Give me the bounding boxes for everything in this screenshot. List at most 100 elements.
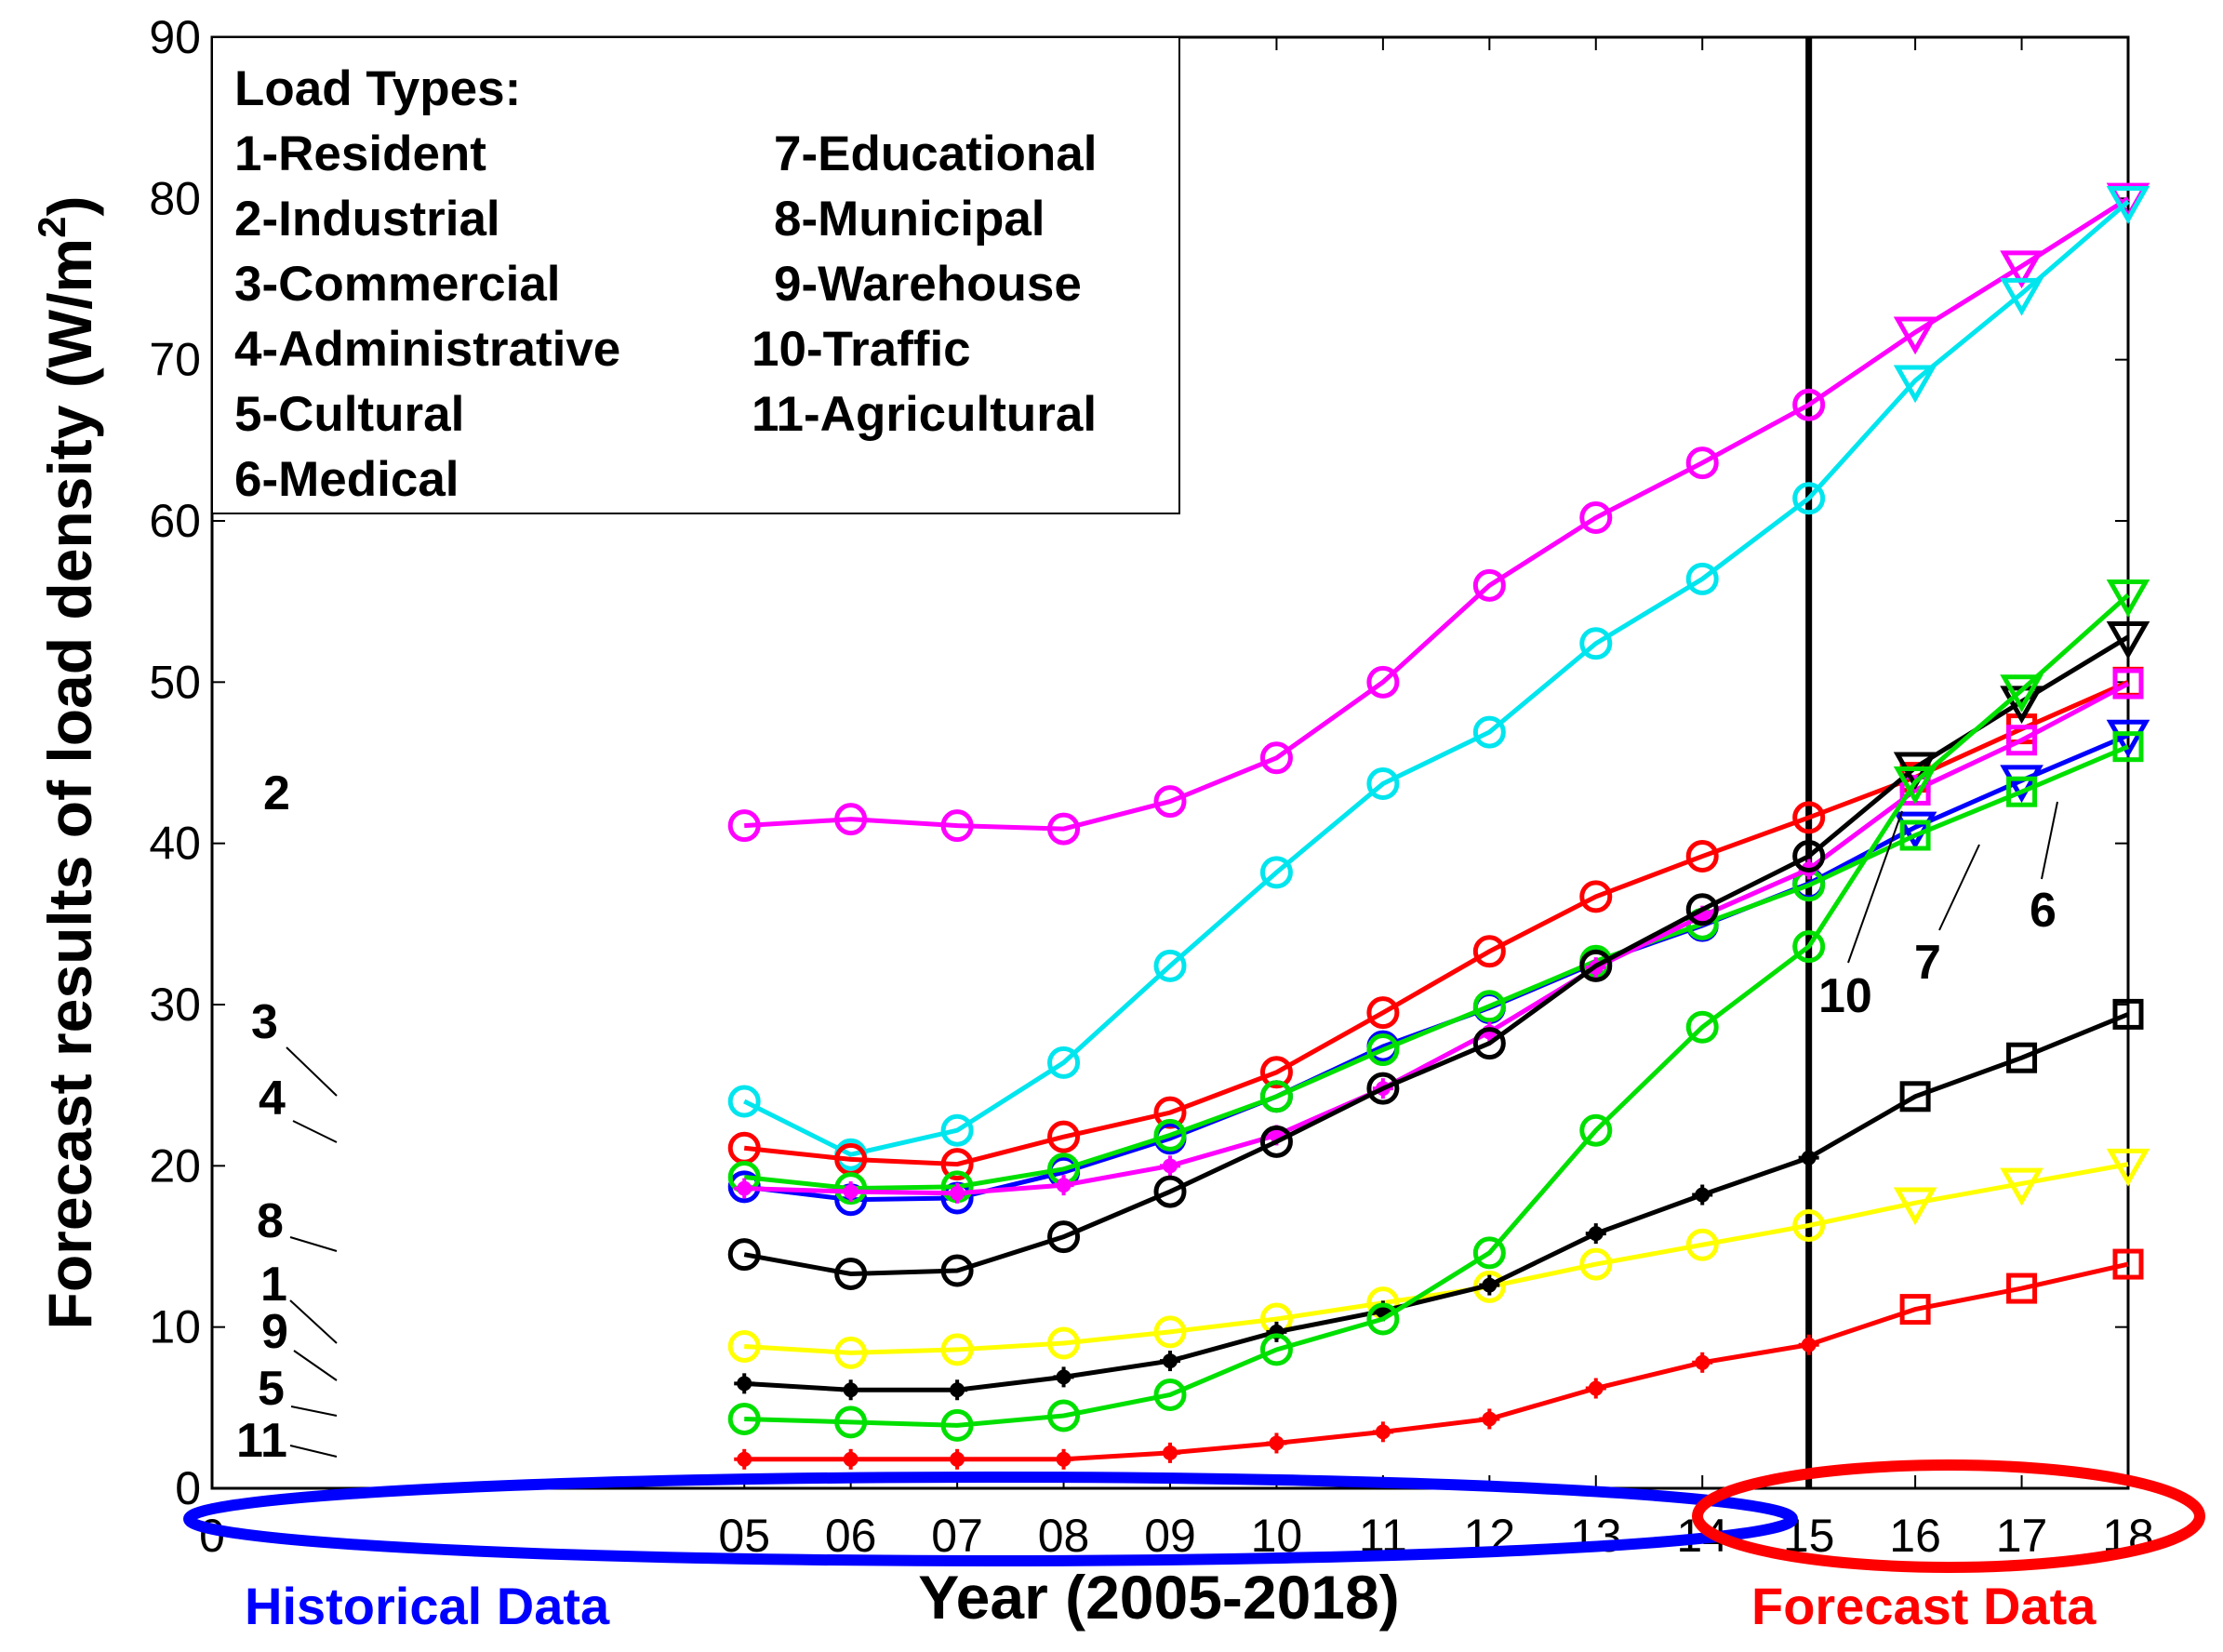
x-tick-label: 08 (1038, 1510, 1090, 1562)
series-5-cultural (727, 579, 2150, 1442)
square-marker (2006, 776, 2038, 807)
y-axis-title-close: ) (35, 196, 104, 217)
triangle-marker (2106, 621, 2150, 659)
x-tick-label: 16 (1889, 1510, 1941, 1562)
series-line (743, 744, 2129, 1192)
circle-marker (1685, 562, 1719, 595)
circle-marker (1792, 930, 1826, 964)
curve-label: 8 (257, 1194, 284, 1248)
square-marker (1899, 819, 1931, 851)
curve-label-leader (293, 1350, 338, 1381)
circle-marker (1579, 627, 1613, 660)
circle-marker (1153, 949, 1187, 982)
series-10-traffic (734, 668, 2144, 1204)
circle-marker (1047, 812, 1081, 846)
legend-entry: 5-Cultural (234, 387, 464, 442)
circle-marker (834, 1257, 868, 1290)
circle-marker (834, 1172, 868, 1206)
y-tick-label: 50 (149, 656, 201, 708)
curve-label-leader (290, 1406, 338, 1417)
triangle-marker (2000, 765, 2043, 804)
square-marker (1899, 1294, 1931, 1326)
y-axis-title-main: Forecast results of load density (W/m (35, 238, 104, 1330)
circle-marker (1792, 840, 1826, 873)
circle-marker (1792, 388, 1826, 421)
legend-entry: 10-Traffic (752, 322, 971, 377)
legend-entry: 9-Warehouse (774, 257, 1082, 312)
circle-marker (1792, 801, 1826, 834)
circle-marker (834, 1336, 868, 1369)
curve-label: 3 (251, 995, 278, 1049)
curve-labels: 2 3 4 8 1 9 5 11 10 7 6 (236, 766, 2058, 1468)
circle-marker (1792, 482, 1826, 515)
triangle-marker (1893, 365, 1937, 404)
circle-marker (1047, 1120, 1081, 1153)
y-tick-label: 70 (149, 334, 201, 386)
circle-marker (1472, 715, 1506, 749)
circle-marker (1366, 996, 1400, 1030)
circle-marker (940, 809, 974, 843)
curve-label-leader (1938, 844, 1980, 931)
circle-marker (1366, 767, 1400, 801)
circle-marker (1366, 1302, 1400, 1336)
triangle-marker (2106, 579, 2150, 618)
circle-marker (1153, 1118, 1187, 1152)
curve-label: 5 (258, 1362, 285, 1416)
curve-label: 4 (259, 1072, 286, 1126)
y-tick-label: 60 (149, 495, 201, 547)
y-axis-title: Forecast results of load density (W/m2) (30, 196, 104, 1330)
circle-marker (1366, 665, 1400, 699)
legend-entry: 2-Industrial (234, 192, 500, 246)
circle-marker (1259, 856, 1293, 889)
square-marker (2112, 1248, 2144, 1280)
circle-marker (1472, 1236, 1506, 1270)
legend-entry: 4-Administrative (234, 322, 620, 377)
circle-marker (940, 1333, 974, 1366)
x-axis-title: Year (2005-2018) (918, 1563, 1399, 1632)
circle-marker (1579, 880, 1613, 913)
curve-label-leader (292, 1120, 338, 1143)
circle-marker (727, 1238, 761, 1272)
circle-marker (1579, 1113, 1613, 1147)
circle-marker (940, 1113, 974, 1147)
x-tick-label: 06 (825, 1510, 877, 1562)
triangle-marker (2000, 1167, 2043, 1206)
curve-label-leader (289, 1236, 338, 1252)
x-tick-label: 09 (1144, 1510, 1196, 1562)
series-9-warehouse (734, 998, 2144, 1401)
circle-marker (727, 1085, 761, 1118)
series-line (744, 196, 2130, 832)
square-marker (2006, 725, 2038, 756)
curve-label-leader (2041, 801, 2058, 880)
circle-marker (834, 1406, 868, 1439)
curve-label: 2 (263, 766, 290, 820)
series-11-agricultural (734, 1248, 2144, 1470)
legend-entry: 1-Resident (234, 127, 486, 181)
circle-marker (1259, 1080, 1293, 1113)
curve-label: 1 (260, 1258, 287, 1312)
circle-marker (1579, 949, 1613, 982)
legend-entry: 8-Municipal (774, 192, 1045, 246)
x-tick-label: 07 (931, 1510, 983, 1562)
series-line (744, 593, 2130, 1428)
y-tick-label: 40 (149, 818, 201, 870)
y-tick-label: 20 (149, 1139, 201, 1192)
series-8-municipal (727, 621, 2150, 1290)
series-line (744, 1261, 2129, 1462)
square-marker (2112, 998, 2144, 1030)
series-line (744, 1012, 2129, 1392)
circle-marker (1153, 1378, 1187, 1411)
circle-marker (1366, 1072, 1400, 1105)
forecast-data-label: Forecast Data (1751, 1577, 2097, 1635)
circle-marker (1259, 1056, 1293, 1089)
y-tick-labels: 0 10 20 30 40 50 60 70 80 90 (149, 11, 201, 1514)
series-line (743, 634, 2130, 1276)
circle-marker (1047, 1220, 1081, 1254)
y-axis-title-superscript: 2 (30, 217, 73, 238)
legend-entry: 6-Medical (234, 452, 459, 507)
circle-marker (1579, 1247, 1613, 1281)
circle-marker (1153, 1315, 1187, 1349)
series-line (744, 681, 2130, 1196)
triangle-marker (2106, 1148, 2150, 1187)
circle-marker (1153, 1175, 1187, 1208)
